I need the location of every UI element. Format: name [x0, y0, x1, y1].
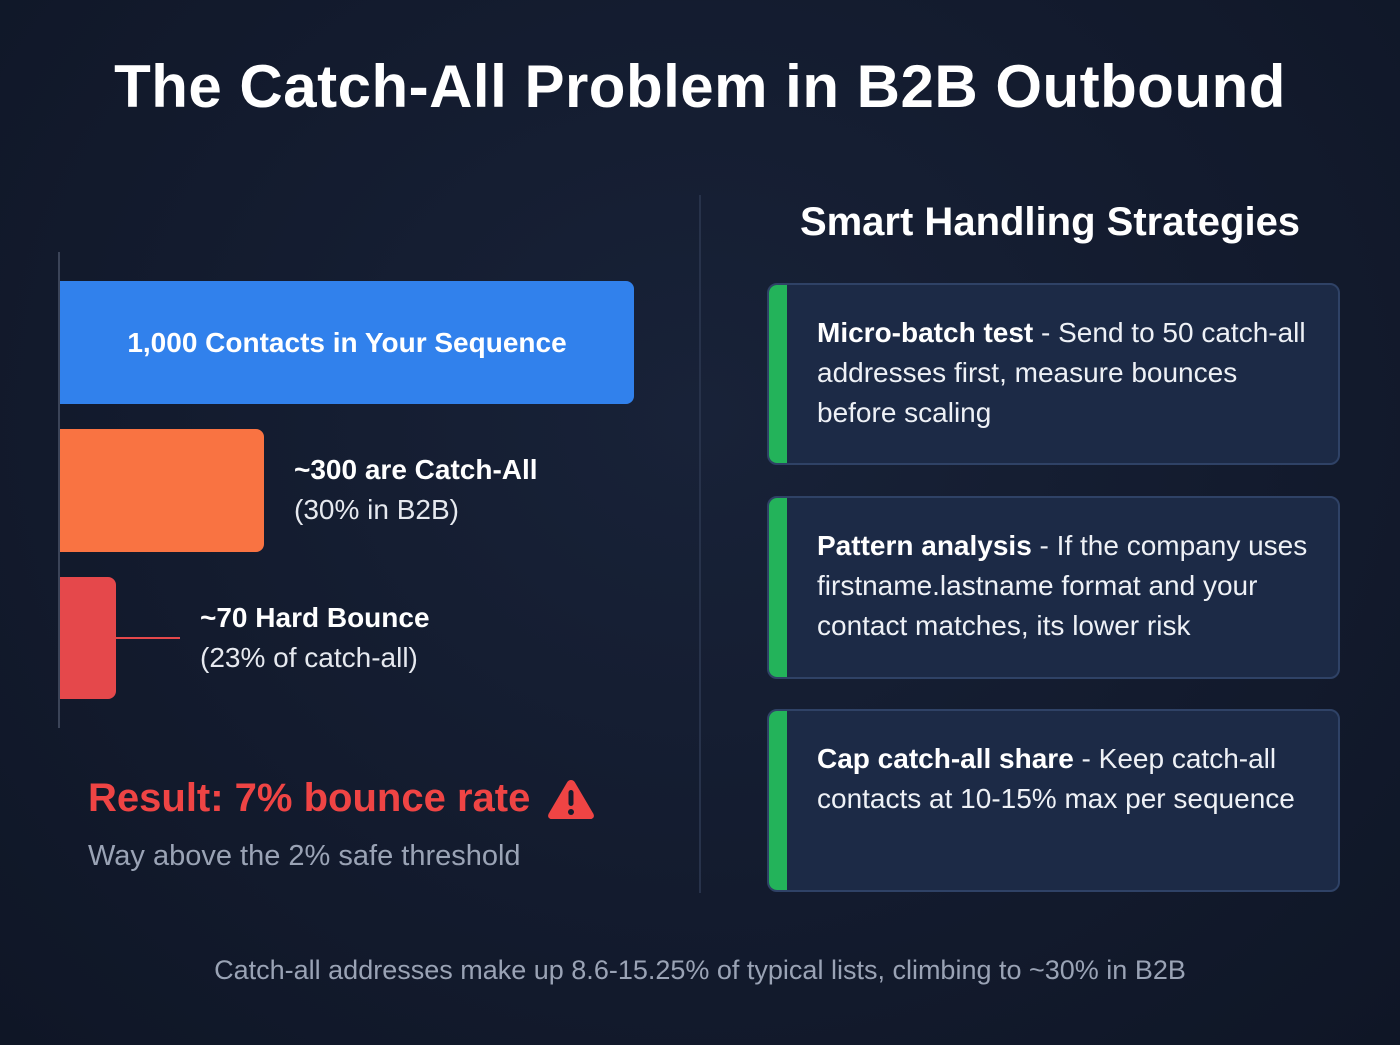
hard-bounce-detail: (23% of catch-all)	[200, 642, 418, 673]
strategy-name: Cap catch-all share	[817, 743, 1074, 774]
strategy-desc: - If the company uses firstname.lastname…	[817, 530, 1308, 641]
strategy-name: Pattern analysis	[817, 530, 1032, 561]
funnel-axis	[58, 252, 60, 728]
hard-bounce-label: ~70 Hard Bounce (23% of catch-all)	[200, 598, 430, 678]
strategies-title: Smart Handling Strategies	[799, 200, 1301, 244]
result-subtext: Way above the 2% safe threshold	[88, 840, 521, 872]
result-block: Result: 7% bounce rate	[88, 776, 596, 821]
bounce-connector-line	[116, 637, 180, 639]
warning-triangle-icon	[548, 779, 595, 819]
strategy-card-cap-share: Cap catch-all share - Keep catch-all con…	[767, 709, 1340, 892]
strategy-text: Cap catch-all share - Keep catch-all con…	[817, 739, 1308, 819]
strategy-name: Micro-batch test	[817, 317, 1034, 348]
strategy-card-pattern-analysis: Pattern analysis - If the company uses f…	[767, 496, 1340, 679]
bar-catch-all	[60, 429, 264, 552]
strategy-desc: - Send to 50 catch-all addresses first, …	[817, 317, 1306, 428]
catch-all-detail: (30% in B2B)	[294, 494, 459, 525]
bar-total-contacts: 1,000 Contacts in Your Sequence	[60, 281, 634, 404]
page-title: The Catch-All Problem in B2B Outbound	[114, 53, 1286, 120]
catch-all-headline: ~300 are Catch-All	[294, 454, 538, 485]
result-text: Result: 7% bounce rate	[88, 776, 531, 820]
strategy-text: Pattern analysis - If the company uses f…	[817, 526, 1308, 646]
strategy-desc: - Keep catch-all contacts at 10-15% max …	[817, 743, 1295, 814]
hard-bounce-headline: ~70 Hard Bounce	[200, 602, 430, 633]
column-divider	[699, 195, 701, 893]
strategy-text: Micro-batch test - Send to 50 catch-all …	[817, 313, 1308, 433]
strategy-card-micro-batch: Micro-batch test - Send to 50 catch-all …	[767, 283, 1340, 465]
bar-hard-bounce	[60, 577, 116, 699]
bar-total-label: 1,000 Contacts in Your Sequence	[127, 326, 567, 358]
catch-all-label: ~300 are Catch-All (30% in B2B)	[294, 450, 538, 530]
footer-note: Catch-all addresses make up 8.6-15.25% o…	[214, 955, 1186, 985]
